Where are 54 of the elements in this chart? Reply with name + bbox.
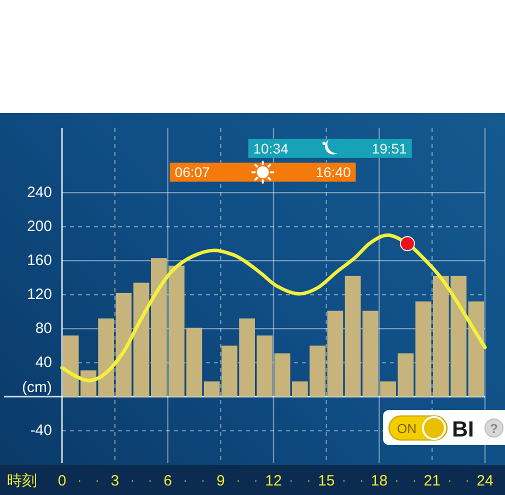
bar [62,335,79,397]
bar [344,276,361,397]
bar [468,301,484,397]
x-tick-label: 15 [318,472,335,490]
x-tick-label: · [466,475,470,487]
x-tick-label: 9 [216,472,225,490]
bar [133,282,150,397]
bar [274,353,290,397]
x-tick-label: · [78,475,82,487]
x-tick-label: · [236,475,240,487]
x-tick-label: 21 [424,472,440,490]
x-tick-label: · [448,475,452,487]
bar [327,310,344,397]
y-tick-label: -40 [30,422,52,440]
x-tick-label: · [148,475,152,487]
y-axis-title: (cm) [22,379,52,396]
bar [256,335,273,397]
x-tick-label: 12 [265,472,282,490]
bar [116,292,132,397]
x-tick-label: · [95,475,100,487]
x-tick-label: · [254,475,258,487]
x-tick-label: 3 [110,472,120,490]
y-tick-label: 120 [26,286,52,304]
x-axis-title: 時刻 [7,472,37,490]
x-tick-label: · [342,475,346,487]
line-series [60,233,487,382]
annotation: 16:40 [316,164,351,180]
annotation: 19:51 [372,140,408,156]
x-tick-label: · [306,475,311,487]
bar [398,353,414,397]
annotation: 06:07 [174,164,210,180]
annotation: ON [397,421,416,436]
x-tick-label: · [395,475,399,487]
x-tick-label: · [130,475,134,487]
y-tick-label: 40 [35,354,52,372]
x-tick-label: · [201,475,205,487]
y-tick-label: 160 [26,252,52,270]
x-tick-label: · [289,475,293,487]
x-tick-label: · [360,475,364,487]
x-tick-label: 24 [476,472,494,490]
y-tick-label: 80 [35,320,52,338]
x-tick-label: · [412,475,416,487]
bar [204,381,220,397]
annotation: BI [452,416,474,442]
y-tick-label: 240 [26,184,52,202]
x-tick-label: 18 [370,472,388,490]
x-tick-label: 0 [58,472,66,490]
x-tick-label: 6 [164,472,172,490]
x-tick-label: · [184,475,188,487]
text: ? [490,421,498,436]
annotation: 10:34 [253,140,288,156]
bar [186,328,202,397]
bar [415,301,432,397]
y-tick-label: 200 [26,218,52,236]
